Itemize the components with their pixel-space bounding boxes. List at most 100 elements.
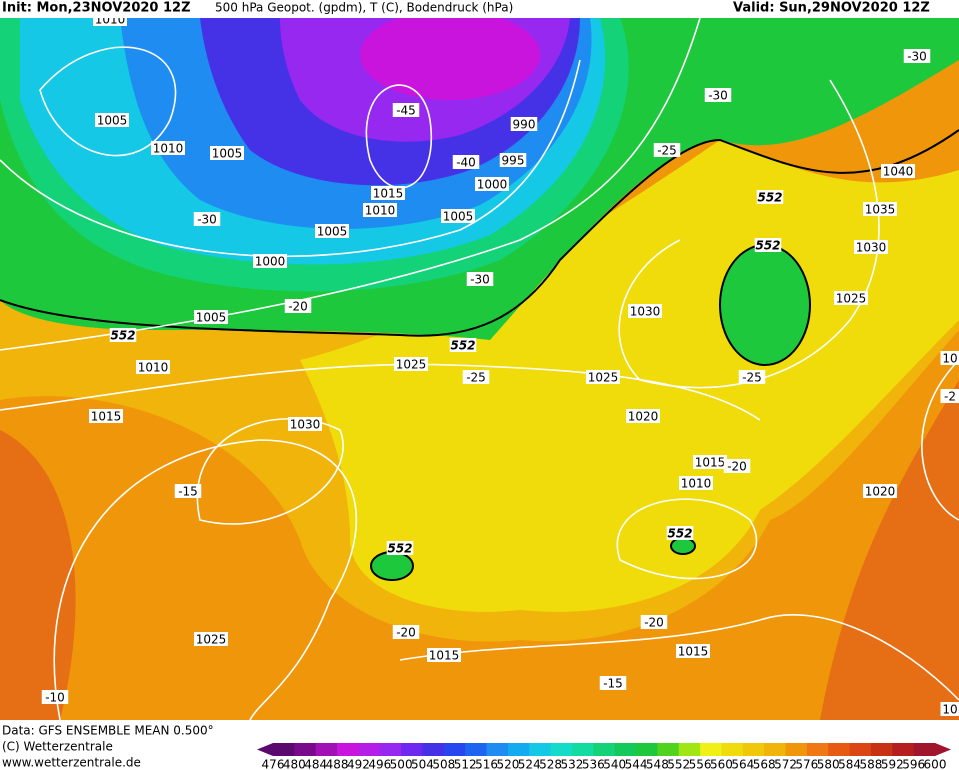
label-box	[194, 310, 228, 324]
scale-label: 552	[667, 758, 690, 770]
scale-swatch	[443, 743, 466, 756]
scale-swatch	[465, 743, 488, 756]
isobar	[196, 417, 344, 525]
label-box	[427, 648, 461, 662]
isobar	[39, 46, 177, 157]
label-box	[41, 690, 69, 704]
scale-label: 564	[731, 758, 754, 770]
scale-label: 588	[859, 758, 882, 770]
label-box	[193, 212, 221, 226]
isobar	[0, 59, 581, 258]
isobar	[0, 363, 761, 421]
contour-label: 1025	[588, 371, 619, 385]
scale-swatch	[273, 743, 295, 756]
scale-label: 492	[347, 758, 370, 770]
contour-label: -40	[456, 156, 476, 170]
label-box	[392, 103, 420, 117]
contour-label: -20	[288, 300, 308, 314]
scale-label: 600	[924, 758, 947, 770]
label-box	[640, 615, 668, 629]
label-box	[628, 304, 662, 318]
scale-label: 520	[496, 758, 519, 770]
scale-swatch	[721, 743, 744, 756]
scale-swatch	[828, 743, 851, 756]
scale-swatch	[358, 743, 381, 756]
contour-label: 552	[755, 239, 780, 253]
scale-swatch	[593, 743, 616, 756]
contour-label: 10	[942, 352, 957, 366]
label-box	[510, 117, 538, 131]
contour-label: 1035	[865, 203, 896, 217]
contour-label: -30	[907, 50, 927, 64]
field	[370, 551, 414, 581]
label-box	[466, 272, 494, 286]
contour-label: 552	[667, 527, 692, 541]
label-box	[151, 141, 185, 155]
scale-swatch	[678, 743, 701, 756]
contour-label: 552	[387, 542, 412, 556]
label-box	[863, 202, 897, 216]
scale-label: 524	[518, 758, 541, 770]
contour-label: -25	[742, 371, 762, 385]
label-box	[392, 625, 420, 639]
contour-label: -30	[470, 273, 490, 287]
label-box	[95, 113, 129, 127]
scale-swatch	[636, 743, 658, 756]
label-box	[940, 702, 959, 716]
scale-swatch	[422, 743, 445, 756]
contour-label: 1005	[317, 225, 348, 239]
label-box	[449, 338, 477, 352]
contour-label: 1015	[429, 649, 460, 663]
contour-label: 1030	[290, 418, 321, 432]
label-box	[940, 389, 959, 403]
scale-label: 516	[475, 758, 498, 770]
init-time: Init: Mon,23NOV2020 12Z	[2, 1, 191, 16]
label-box	[371, 186, 405, 200]
scale-swatch	[849, 743, 872, 756]
scale-label: 480	[283, 758, 306, 770]
scale-label: 476	[262, 758, 285, 770]
scale-swatch	[614, 743, 637, 756]
label-box	[284, 299, 312, 313]
label-box	[363, 203, 397, 217]
label-box	[475, 177, 509, 191]
label-box	[499, 153, 527, 167]
field	[0, 430, 76, 720]
label-box	[174, 484, 202, 498]
label-box	[676, 644, 710, 658]
isobar	[618, 79, 880, 389]
label-box	[754, 238, 782, 252]
contour-label: 552	[450, 339, 475, 353]
scale-swatch	[550, 743, 573, 756]
scale-label: 580	[817, 758, 840, 770]
label-box	[854, 240, 888, 254]
label-box	[653, 143, 681, 157]
scale-swatch	[507, 743, 530, 756]
scale-label: 536	[582, 758, 605, 770]
color-scale: 4764804844884924965005045085125165205245…	[257, 743, 951, 770]
contour-label: 1005	[443, 210, 474, 224]
contour-label: 1000	[255, 255, 286, 269]
label-box	[288, 417, 322, 431]
label-box	[723, 459, 751, 473]
label-box	[756, 190, 784, 204]
contour-label: 1020	[628, 410, 659, 424]
scale-swatch	[337, 743, 359, 756]
scale-label: 592	[881, 758, 904, 770]
scale-swatch	[379, 743, 402, 756]
scale-swatch	[742, 743, 765, 756]
contour-label: -2	[944, 390, 956, 404]
scale-swatch	[785, 743, 808, 756]
scale-label: 540	[603, 758, 626, 770]
contour-label: 1005	[196, 311, 227, 325]
contour-label: 1030	[630, 305, 661, 319]
contour-label: -20	[727, 460, 747, 474]
contour-label: -45	[396, 104, 416, 118]
label-box	[109, 328, 137, 342]
contour-label: 1040	[883, 165, 914, 179]
contour-label: 1015	[695, 456, 726, 470]
scale-label: 488	[326, 758, 349, 770]
